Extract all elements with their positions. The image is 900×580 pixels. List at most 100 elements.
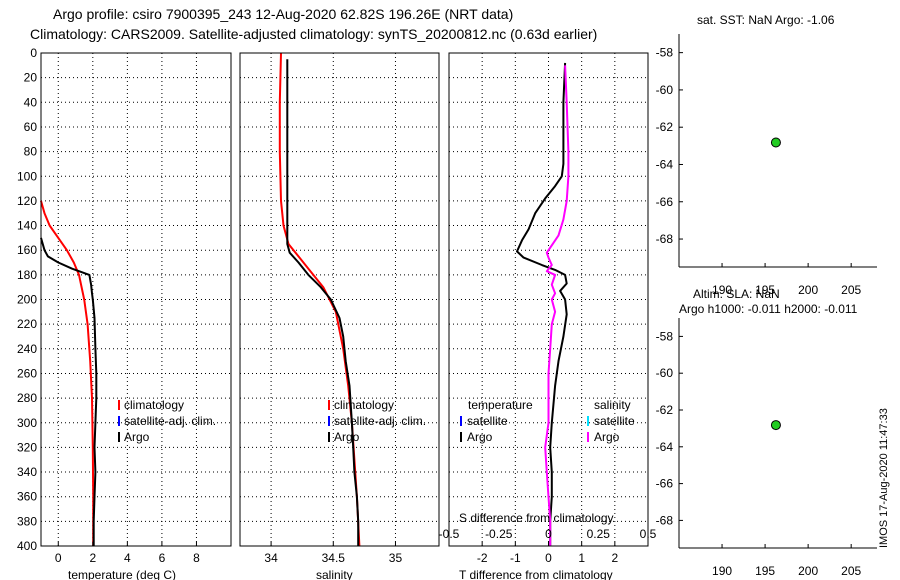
plot-frame xyxy=(40,52,232,547)
series-line-argo xyxy=(40,237,98,546)
temperature-legend: climatology satellite-adj. clim. Argo xyxy=(118,398,216,444)
y-tick-label: 360 xyxy=(17,490,37,504)
y-tick-label: 180 xyxy=(17,268,37,282)
y-tick-label: 240 xyxy=(17,342,37,356)
s-tick-label: 0 xyxy=(545,527,552,541)
s-tick-label: -0.5 xyxy=(439,527,460,541)
temperature-panel: 0 2 4 6 802040608010012014016018020022024026… xyxy=(17,46,232,565)
y-tick-label: 340 xyxy=(17,465,37,479)
legend-label-climatology: climatology xyxy=(124,398,184,412)
s-tick-label: 0.5 xyxy=(640,527,657,541)
map-y-tick-label: -58 xyxy=(656,329,674,343)
x-tick-label: -1 xyxy=(510,551,521,565)
y-tick-label: 40 xyxy=(24,95,38,109)
series-line-t-difference-argo- xyxy=(516,62,568,546)
map-y-tick-label: -68 xyxy=(656,513,674,527)
y-tick-label: 200 xyxy=(17,293,37,307)
y-tick-label: 220 xyxy=(17,317,37,331)
y-tick-label: 300 xyxy=(17,416,37,430)
series-line-s-difference-argo- xyxy=(544,65,570,546)
x-tick-label: 8 xyxy=(193,551,200,565)
sla-title: Altim. SLA: NaN xyxy=(693,287,780,301)
sla-subtitle: Argo h1000: -0.011 h2000: -0.011 xyxy=(679,302,858,316)
plot-frame xyxy=(239,52,440,547)
salinity-xlabel: salinity xyxy=(316,568,353,580)
legend-label-climatology: climatology xyxy=(334,398,394,412)
x-tick-label: 2 xyxy=(89,551,96,565)
difference-xlabel-t: T difference from climatology xyxy=(459,568,613,580)
difference-legend: temperature satellite Argo salinity sate… xyxy=(460,398,635,444)
map-x-tick-label: 195 xyxy=(755,283,775,297)
legend-label-t-argo: Argo xyxy=(467,430,493,444)
map-y-tick-label: -66 xyxy=(656,477,674,491)
map-y-tick-label: -68 xyxy=(656,232,674,246)
header-line2: Climatology: CARS2009. Satellite-adjuste… xyxy=(30,26,597,42)
map-y-tick-label: -60 xyxy=(656,83,674,97)
plot-frame xyxy=(448,52,649,547)
map-x-tick-label: 190 xyxy=(712,564,732,578)
map-y-tick-label: -60 xyxy=(656,366,674,380)
y-tick-label: 280 xyxy=(17,391,37,405)
difference-panel: -2 -1 0 1 2 -0.5 -0.25 0 0.25 0.5 xyxy=(439,52,657,565)
series-line-climatology xyxy=(278,52,361,547)
map-x-tick-label: 195 xyxy=(755,564,775,578)
x-tick-label: 34 xyxy=(264,551,278,565)
x-tick-label: 34.5 xyxy=(322,551,346,565)
y-tick-label: 160 xyxy=(17,243,37,257)
y-tick-label: 60 xyxy=(24,120,38,134)
x-tick-label: -2 xyxy=(477,551,488,565)
argo-position-marker xyxy=(770,137,781,148)
map-y-tick-label: -66 xyxy=(656,195,674,209)
salinity-legend: climatology satellite-adj. clim. Argo xyxy=(328,398,426,444)
y-tick-label: 260 xyxy=(17,366,37,380)
y-tick-label: 20 xyxy=(24,71,38,85)
legend-label-s-argo: Argo xyxy=(594,430,620,444)
legend-label-t-satellite: satellite xyxy=(467,414,508,428)
legend-title-temperature: temperature xyxy=(468,398,533,412)
s-tick-label: -0.25 xyxy=(485,527,513,541)
y-tick-label: 380 xyxy=(17,514,37,528)
y-tick-label: 80 xyxy=(24,145,38,159)
legend-label-satellite: satellite-adj. clim. xyxy=(124,414,216,428)
x-tick-label: 2 xyxy=(611,551,618,565)
legend-label-satellite: satellite-adj. clim. xyxy=(334,414,426,428)
map-x-tick-label: 200 xyxy=(798,283,818,297)
legend-title-salinity: salinity xyxy=(594,398,631,412)
sst-title: sat. SST: NaN Argo: -1.06 xyxy=(697,13,835,27)
y-tick-label: 140 xyxy=(17,219,37,233)
y-tick-label: 100 xyxy=(17,169,37,183)
map-x-tick-label: 190 xyxy=(712,283,732,297)
series-line-climatology xyxy=(40,200,95,546)
map-y-tick-label: -64 xyxy=(656,440,674,454)
y-tick-label: 400 xyxy=(17,539,37,553)
legend-label-argo: Argo xyxy=(334,430,360,444)
y-tick-label: 120 xyxy=(17,194,37,208)
map-y-tick-label: -58 xyxy=(656,46,674,60)
x-tick-label: 0 xyxy=(545,551,552,565)
legend-label-s-satellite: satellite xyxy=(594,414,635,428)
sla-map-panel: -58 -60 -62 -64 -66 -68 190 195 200 205 xyxy=(656,318,877,578)
map-x-tick-label: 205 xyxy=(841,564,861,578)
x-tick-label: 6 xyxy=(159,551,166,565)
salinity-panel: 34 34.5 35 xyxy=(239,52,440,565)
header-line1: Argo profile: csiro 7900395_243 12-Aug-2… xyxy=(53,6,513,22)
timestamp-stamp: IMOS 17-Aug-2020 11:47:33 xyxy=(878,408,890,548)
s-tick-label: 0.25 xyxy=(587,527,611,541)
sst-map-panel: -58 -60 -62 -64 -66 -68 190 195 200 205 xyxy=(656,34,877,297)
y-tick-label: 320 xyxy=(17,440,37,454)
y-tick-label: 0 xyxy=(30,46,37,60)
x-tick-label: 35 xyxy=(389,551,403,565)
legend-label-argo: Argo xyxy=(124,430,150,444)
map-x-tick-label: 200 xyxy=(798,564,818,578)
map-x-tick-label: 205 xyxy=(841,283,861,297)
map-y-tick-label: -62 xyxy=(656,120,674,134)
map-y-tick-label: -64 xyxy=(656,157,674,171)
x-tick-label: 0 xyxy=(55,551,62,565)
temperature-xlabel: temperature (deg C) xyxy=(68,568,176,580)
series-line-argo xyxy=(286,59,360,546)
x-tick-label: 1 xyxy=(578,551,585,565)
difference-xlabel-s: S difference from climatology xyxy=(459,511,614,525)
map-y-tick-label: -62 xyxy=(656,403,674,417)
x-tick-label: 4 xyxy=(124,551,131,565)
